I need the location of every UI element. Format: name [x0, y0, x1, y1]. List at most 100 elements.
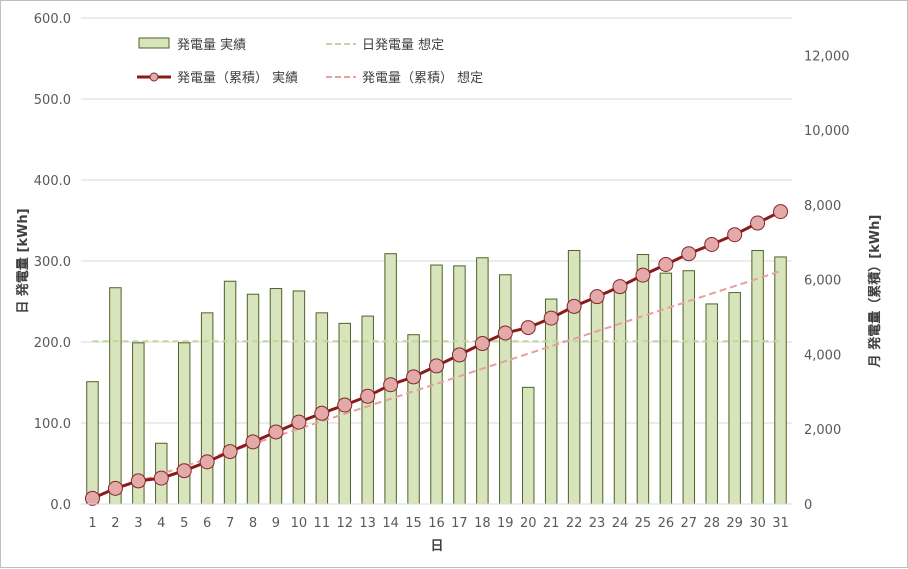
y-tick-label-right: 12,000 [804, 49, 850, 64]
x-tick-label: 8 [249, 516, 257, 531]
marker-cumulative-day-16 [429, 358, 444, 374]
tick-labels: 0.0 100.0 200.0 300.0 400.0 500.0 600.0 0 2,000 4… [34, 12, 850, 531]
legend-item-3-marker [149, 72, 159, 82]
bar-day-21 [544, 298, 558, 505]
marker-cumulative-day-8 [245, 434, 261, 450]
bar-day-10 [292, 290, 306, 505]
bar-day-27 [682, 270, 696, 505]
legend-item-1-swatch [138, 37, 170, 49]
x-tick-label: 7 [226, 516, 234, 531]
marker-cumulative-day-26 [658, 256, 674, 272]
gridlines [81, 17, 792, 424]
marker-cumulative-day-6 [199, 454, 215, 470]
x-tick-label: 5 [180, 516, 188, 531]
x-axis-label: 日 [430, 539, 443, 554]
x-tick-label: 20 [520, 516, 537, 531]
y-tick-label-left: 300.0 [34, 255, 71, 270]
marker-cumulative-day-12 [337, 397, 353, 413]
y-tick-label-left: 400.0 [34, 174, 71, 189]
marker-cumulative-day-15 [406, 369, 422, 385]
bar-day-9 [269, 288, 283, 505]
bar-day-28 [705, 303, 718, 505]
x-tick-label: 30 [749, 516, 766, 531]
y-tick-label-left: 500.0 [34, 93, 71, 108]
marker-cumulative-day-18 [474, 336, 490, 352]
x-tick-label: 14 [382, 516, 399, 531]
marker-cumulative-day-28 [704, 236, 720, 252]
marker-cumulative-day-20 [520, 320, 536, 336]
y-tick-label-right: 0 [804, 498, 812, 513]
x-tick-label: 31 [772, 516, 789, 531]
y-axis-label-right: 月 発電量（累積）[kWh] [867, 215, 883, 369]
marker-cumulative-day-2 [107, 480, 123, 496]
bar-day-2 [109, 287, 122, 505]
y-tick-label-right: 10,000 [804, 124, 850, 139]
x-tick-label: 19 [497, 516, 514, 531]
marker-cumulative-day-22 [566, 298, 582, 314]
marker-cumulative-day-5 [176, 463, 192, 479]
marker-cumulative-day-9 [268, 424, 284, 440]
y-axis-label-left: 日 発電量 [kWh] [15, 208, 31, 313]
bar-day-17 [453, 265, 466, 505]
x-tick-label: 10 [291, 516, 308, 531]
marker-cumulative-day-24 [612, 279, 628, 295]
legend-item-3-label: 発電量（累積） 実績 [177, 70, 298, 86]
bar-day-13 [361, 315, 374, 505]
bar-day-22 [567, 249, 581, 505]
x-tick-label: 27 [681, 516, 698, 531]
x-tick-label: 4 [157, 516, 165, 531]
markers-cumulative-actual [84, 204, 789, 506]
y-tick-label-left: 200.0 [34, 336, 71, 351]
x-tick-label: 21 [543, 516, 560, 531]
x-tick-label: 6 [203, 516, 211, 531]
legend-item-4-label: 発電量（累積） 想定 [362, 70, 483, 86]
x-tick-label: 11 [314, 516, 331, 531]
bar-day-20 [522, 386, 535, 505]
y-tick-label-right: 4,000 [804, 348, 841, 363]
marker-cumulative-day-10 [291, 414, 307, 430]
bar-day-8 [246, 293, 260, 505]
x-tick-label: 3 [134, 516, 142, 531]
bar-day-24 [613, 286, 627, 505]
marker-cumulative-day-23 [589, 289, 605, 305]
marker-cumulative-day-19 [497, 325, 513, 341]
bar-day-25 [636, 254, 650, 505]
x-tick-label: 9 [272, 516, 280, 531]
y-tick-label-right: 8,000 [804, 199, 841, 214]
x-tick-label: 22 [566, 516, 583, 531]
x-tick-label: 28 [703, 516, 720, 531]
x-tick-label: 16 [428, 516, 445, 531]
marker-cumulative-day-13 [360, 388, 376, 404]
x-tick-label: 17 [451, 516, 468, 531]
marker-cumulative-day-25 [635, 267, 651, 283]
marker-cumulative-day-31 [773, 204, 789, 220]
bar-day-1 [86, 381, 99, 505]
y-tick-label-left: 0.0 [50, 498, 71, 513]
marker-cumulative-day-4 [153, 470, 169, 486]
marker-cumulative-day-29 [727, 227, 743, 243]
bar-day-19 [499, 274, 512, 505]
x-tick-label: 29 [726, 516, 743, 531]
legend-item-2-label: 日発電量 想定 [362, 37, 444, 53]
bar-day-15 [407, 334, 420, 505]
x-tick-label: 24 [612, 516, 629, 531]
bar-day-7 [223, 280, 237, 505]
marker-cumulative-day-7 [222, 444, 238, 460]
bar-day-5 [177, 342, 191, 505]
legend-item-1-label: 発電量 実績 [177, 37, 246, 53]
bars-daily-actual [86, 249, 787, 505]
x-tick-label: 23 [589, 516, 606, 531]
bar-day-18 [476, 257, 489, 505]
marker-cumulative-day-17 [451, 347, 467, 363]
x-tick-label: 26 [658, 516, 675, 531]
x-tick-label: 12 [336, 516, 353, 531]
bar-day-30 [751, 249, 764, 505]
marker-cumulative-day-1 [84, 490, 100, 506]
marker-cumulative-day-11 [314, 405, 330, 421]
marker-cumulative-day-27 [681, 246, 697, 262]
x-tick-label: 1 [88, 516, 96, 531]
bar-day-23 [590, 292, 604, 505]
